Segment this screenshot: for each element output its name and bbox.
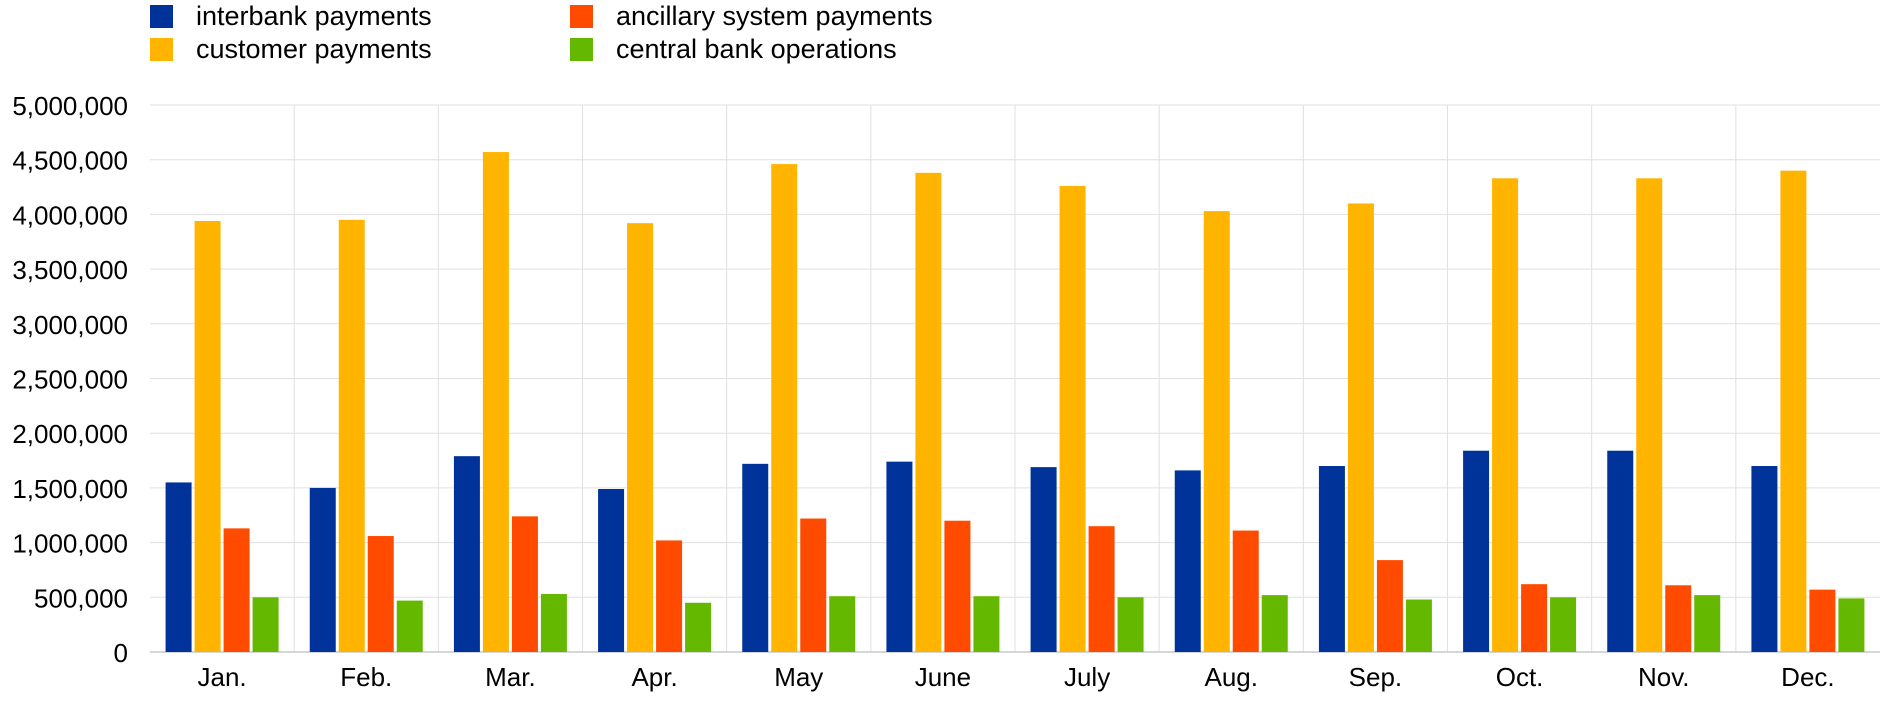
legend-item-customer: customer payments bbox=[150, 33, 432, 65]
bar-ancillary-system-payments-0 bbox=[223, 528, 250, 652]
legend-label-central-bank: central bank operations bbox=[616, 33, 897, 64]
bar-customer-payments-7 bbox=[1203, 211, 1230, 653]
bar-interbank-payments-0 bbox=[165, 482, 192, 652]
bar-ancillary-system-payments-3 bbox=[656, 540, 683, 652]
bar-customer-payments-11 bbox=[1780, 170, 1807, 652]
x-tick-label: Aug. bbox=[1205, 662, 1259, 692]
x-tick-label: Mar. bbox=[485, 662, 536, 692]
bar-customer-payments-5 bbox=[915, 172, 942, 652]
bar-interbank-payments-10 bbox=[1607, 450, 1634, 652]
x-tick-label: June bbox=[915, 662, 971, 692]
bar-central-bank-operations-1 bbox=[396, 600, 423, 652]
y-tick-label: 5,000,000 bbox=[12, 91, 128, 121]
y-tick-label: 3,500,000 bbox=[12, 255, 128, 285]
legend-label-interbank: interbank payments bbox=[196, 0, 432, 31]
bar-interbank-payments-3 bbox=[598, 488, 625, 652]
y-tick-label: 1,500,000 bbox=[12, 474, 128, 504]
bar-central-bank-operations-11 bbox=[1838, 598, 1865, 652]
y-tick-label: 0 bbox=[114, 638, 128, 668]
bar-central-bank-operations-2 bbox=[540, 594, 567, 652]
bar-central-bank-operations-9 bbox=[1550, 597, 1577, 652]
bar-central-bank-operations-4 bbox=[829, 596, 856, 652]
x-tick-label: Oct. bbox=[1496, 662, 1544, 692]
bar-ancillary-system-payments-8 bbox=[1376, 560, 1403, 652]
bar-customer-payments-1 bbox=[338, 219, 365, 652]
bar-customer-payments-3 bbox=[627, 223, 654, 653]
y-tick-label: 2,500,000 bbox=[12, 365, 128, 395]
x-tick-label: May bbox=[774, 662, 823, 692]
bar-ancillary-system-payments-7 bbox=[1232, 530, 1259, 652]
legend-swatch-ancillary bbox=[570, 4, 593, 28]
bar-ancillary-system-payments-10 bbox=[1665, 585, 1692, 652]
x-tick-label: July bbox=[1064, 662, 1110, 692]
y-tick-label: 1,000,000 bbox=[12, 529, 128, 559]
chart-legend: interbank payments customer payments anc… bbox=[150, 0, 950, 70]
bar-central-bank-operations-6 bbox=[1117, 597, 1144, 652]
legend-swatch-interbank bbox=[150, 4, 173, 28]
y-tick-label: 4,500,000 bbox=[12, 146, 128, 176]
bar-customer-payments-10 bbox=[1636, 178, 1663, 652]
bar-central-bank-operations-3 bbox=[685, 602, 712, 652]
bar-customer-payments-2 bbox=[482, 152, 509, 653]
legend-item-interbank: interbank payments bbox=[150, 0, 432, 32]
bar-customer-payments-4 bbox=[771, 164, 798, 653]
axes: 0 500,000 1,000,000 1,500,000 2,000,000 2,500… bbox=[12, 91, 1880, 692]
bar-interbank-payments-7 bbox=[1174, 470, 1201, 652]
bar-interbank-payments-5 bbox=[886, 461, 913, 652]
y-tick-label: 3,000,000 bbox=[12, 310, 128, 340]
x-tick-label: Apr. bbox=[631, 662, 677, 692]
bar-ancillary-system-payments-5 bbox=[944, 520, 971, 652]
bar-interbank-payments-2 bbox=[453, 456, 480, 652]
x-tick-label: Feb. bbox=[340, 662, 392, 692]
x-tick-label: Sep. bbox=[1349, 662, 1403, 692]
bar-interbank-payments-9 bbox=[1463, 450, 1490, 652]
x-tick-label: Dec. bbox=[1781, 662, 1834, 692]
bar-interbank-payments-1 bbox=[309, 487, 336, 652]
bar-central-bank-operations-5 bbox=[973, 596, 1000, 652]
legend-label-ancillary: ancillary system payments bbox=[616, 0, 933, 31]
legend-item-ancillary: ancillary system payments bbox=[570, 0, 933, 32]
legend-label-customer: customer payments bbox=[196, 33, 432, 64]
bar-central-bank-operations-8 bbox=[1405, 599, 1432, 652]
bar-customer-payments-9 bbox=[1492, 178, 1519, 652]
gridlines bbox=[150, 104, 1880, 652]
bar-customer-payments-6 bbox=[1059, 185, 1086, 652]
bar-central-bank-operations-10 bbox=[1694, 595, 1721, 652]
y-tick-label: 2,000,000 bbox=[12, 419, 128, 449]
bar-customer-payments-8 bbox=[1347, 203, 1374, 652]
x-tick-label: Nov. bbox=[1638, 662, 1690, 692]
bar-ancillary-system-payments-11 bbox=[1809, 589, 1836, 652]
bar-interbank-payments-6 bbox=[1030, 467, 1057, 652]
y-tick-label: 4,000,000 bbox=[12, 200, 128, 230]
bar-ancillary-system-payments-1 bbox=[367, 536, 394, 652]
bars bbox=[165, 152, 1865, 653]
bar-central-bank-operations-7 bbox=[1261, 595, 1288, 652]
legend-swatch-customer bbox=[150, 37, 173, 61]
legend-item-central-bank: central bank operations bbox=[570, 33, 897, 65]
bar-interbank-payments-11 bbox=[1751, 466, 1778, 652]
bar-central-bank-operations-0 bbox=[252, 597, 279, 652]
bar-ancillary-system-payments-4 bbox=[800, 518, 827, 652]
bar-ancillary-system-payments-6 bbox=[1088, 526, 1115, 652]
bar-interbank-payments-8 bbox=[1318, 466, 1345, 652]
x-tick-label: Jan. bbox=[198, 662, 247, 692]
y-tick-label: 500,000 bbox=[34, 583, 128, 613]
bar-ancillary-system-payments-9 bbox=[1521, 584, 1548, 652]
bar-interbank-payments-4 bbox=[742, 463, 769, 652]
legend-swatch-central-bank bbox=[570, 37, 593, 61]
bar-customer-payments-0 bbox=[194, 220, 221, 653]
bar-ancillary-system-payments-2 bbox=[511, 516, 538, 652]
